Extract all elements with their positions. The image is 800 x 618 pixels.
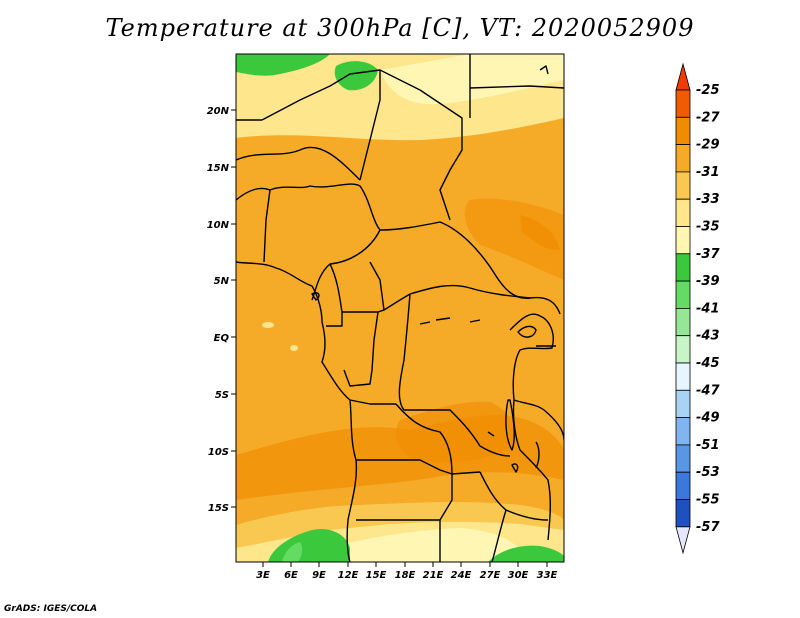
lon-label: 15E [366, 570, 387, 581]
colorbar-swatch [675, 417, 691, 446]
colorbar: -25 -27 -29 -31 -33 -35 -37 -39 -41 -43 -45 -47 -49 -… [675, 62, 720, 555]
colorbar-swatch [675, 471, 691, 500]
grads-credit: GrADS: IGES/COLA [4, 604, 98, 614]
colorbar-label: -25 [696, 83, 720, 98]
colorbar-swatch [675, 362, 691, 391]
colorbar-swatch [675, 198, 691, 227]
lon-ticks [262, 562, 548, 567]
colorbar-swatch [675, 499, 691, 528]
lon-label: 30E [508, 570, 529, 581]
lon-label: 9E [312, 570, 326, 581]
lon-label: 18E [395, 570, 416, 581]
colorbar-label: -33 [696, 192, 720, 207]
colorbar-label: -55 [696, 493, 720, 508]
colorbar-label: -57 [696, 520, 720, 535]
colorbar-swatch [675, 389, 691, 418]
colorbar-swatch [675, 444, 691, 473]
colorbar-swatch [675, 89, 691, 118]
colorbar-label: -39 [696, 274, 720, 289]
colorbar-label: -41 [696, 301, 720, 316]
cold-patch-se [488, 545, 564, 562]
colorbar-label: -35 [696, 220, 720, 235]
lat-label: 15S [208, 503, 229, 514]
lon-label: 12E [338, 570, 359, 581]
colorbar-label: -49 [696, 411, 720, 426]
colorbar-bottom-arrow [675, 526, 691, 555]
colorbar-label: -47 [696, 383, 720, 398]
colorbar-label: -27 [696, 110, 720, 125]
lat-label: EQ [214, 333, 230, 344]
temperature-field [236, 54, 564, 562]
colorbar-label: -45 [696, 356, 720, 371]
colorbar-label: -37 [696, 247, 720, 262]
colorbar-label: -51 [696, 438, 720, 453]
lat-label: 15N [207, 163, 230, 174]
lat-label: 10S [208, 447, 229, 458]
lon-label: 33E [537, 570, 558, 581]
colorbar-swatch [675, 144, 691, 173]
colorbar-swatch [675, 226, 691, 255]
lat-label: 5N [214, 276, 230, 287]
colorbar-label: -43 [696, 329, 720, 344]
cold-patch-n [334, 61, 378, 91]
lon-label: 24E [451, 570, 472, 581]
colorbar-label: -53 [696, 465, 720, 480]
colorbar-swatch [675, 116, 691, 146]
colorbar-swatch [675, 307, 691, 337]
lat-label: 5S [215, 390, 229, 401]
colorbar-swatch [675, 253, 691, 282]
colorbar-label: -29 [696, 138, 720, 153]
lon-labels: 3E 6E 9E 12E 15E 18E 21E 24E 27E 30E 33E [256, 570, 557, 581]
lat-label: 20N [207, 106, 230, 117]
colorbar-swatch [675, 171, 691, 200]
colorbar-swatch [675, 280, 691, 309]
map-frame [235, 53, 565, 563]
lat-labels: 20N 15N 10N 5N EQ 5S 10S 15S [207, 106, 230, 514]
colorbar-label: -31 [696, 165, 720, 180]
lon-label: 6E [284, 570, 298, 581]
colorbar-top-arrow [675, 62, 691, 91]
lon-label: 27E [480, 570, 501, 581]
lon-label: 21E [423, 570, 444, 581]
map-title: Temperature at 300hPa [C], VT: 202005290… [105, 14, 695, 42]
cold-patch-nw [236, 54, 330, 76]
colorbar-swatch [675, 335, 691, 364]
lat-label: 10N [207, 220, 230, 231]
lat-ticks [231, 109, 236, 508]
lon-label: 3E [256, 570, 270, 581]
country-borders [236, 54, 564, 562]
